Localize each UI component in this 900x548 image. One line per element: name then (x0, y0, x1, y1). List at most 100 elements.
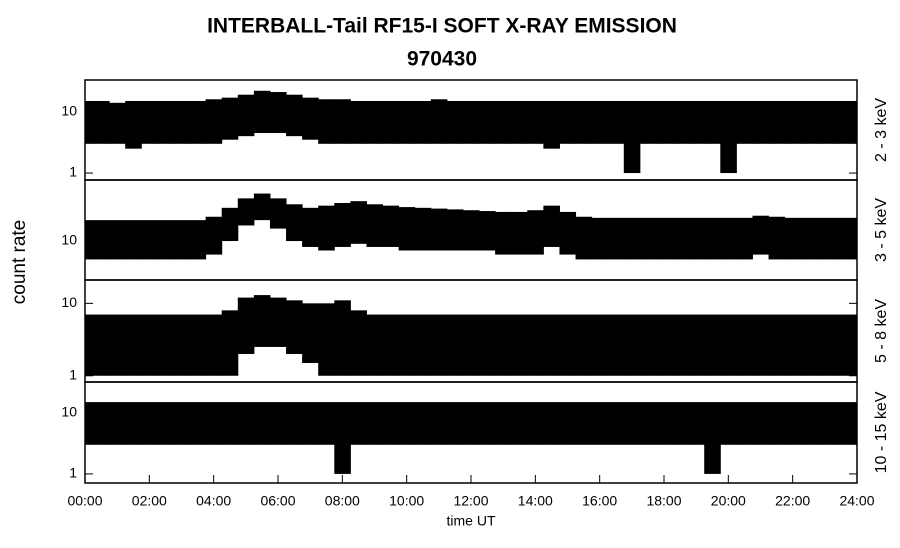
panel-data (85, 295, 857, 376)
range-bar (688, 314, 705, 376)
range-bar (704, 100, 721, 144)
range-bar (672, 100, 689, 144)
range-bar (479, 402, 496, 445)
range-bar (318, 99, 335, 144)
range-bar (543, 314, 560, 376)
range-bar (816, 314, 834, 376)
range-bar (768, 314, 786, 376)
range-bar (704, 314, 721, 376)
range-bar (704, 217, 721, 260)
range-bar (639, 217, 657, 260)
range-bar (125, 100, 142, 149)
range-bar (446, 402, 464, 445)
range-bar (575, 100, 593, 144)
range-bar (141, 402, 158, 445)
range-bar (334, 99, 351, 144)
range-bar (157, 314, 174, 376)
range-bar (688, 100, 705, 144)
range-bar (269, 402, 287, 445)
range-bar (462, 210, 480, 251)
range-bar (511, 100, 528, 144)
range-bar (752, 215, 770, 255)
range-bar (495, 211, 512, 255)
range-bar (318, 303, 335, 376)
range-bar (430, 314, 448, 376)
range-bar (398, 207, 416, 251)
range-bar (173, 220, 191, 260)
range-bar (559, 314, 577, 376)
range-bar (269, 297, 287, 347)
range-bar (768, 402, 786, 445)
x-tick-label: 24:00 (839, 493, 874, 509)
x-tick-label: 14:00 (518, 493, 553, 509)
panel-label: 10 - 15 keV (873, 391, 890, 473)
range-bar (221, 310, 239, 376)
x-tick-label: 20:00 (711, 493, 746, 509)
range-bar (382, 402, 400, 445)
range-bar (607, 314, 625, 376)
range-bar (736, 100, 753, 144)
range-bar (382, 314, 400, 376)
range-bar (623, 217, 641, 260)
y-tick-label: 1 (69, 465, 77, 481)
range-bar (237, 402, 255, 445)
range-bar (189, 100, 207, 144)
range-bar (639, 314, 657, 376)
range-bar (366, 204, 384, 247)
y-tick-label: 1 (69, 164, 77, 180)
range-bar (655, 314, 673, 376)
range-bar (221, 97, 239, 140)
range-bar (446, 100, 464, 144)
range-bar (253, 90, 271, 134)
range-bar (672, 217, 689, 260)
x-tick-label: 16:00 (582, 493, 617, 509)
range-bar (430, 208, 448, 251)
range-bar (205, 99, 223, 144)
range-bar (430, 402, 448, 445)
range-bar (221, 402, 239, 445)
y-axis-label: count rate (9, 220, 30, 305)
range-bar (414, 100, 432, 144)
range-bar (85, 220, 94, 260)
range-bar (350, 310, 367, 376)
range-bar (446, 209, 464, 251)
range-bar (672, 314, 689, 376)
range-bar (85, 100, 94, 144)
range-bar (527, 210, 544, 255)
range-bar (109, 314, 126, 376)
panel-label: 5 - 8 keV (873, 299, 890, 363)
range-bar (543, 205, 560, 247)
range-bar (189, 220, 207, 260)
range-bar (736, 314, 753, 376)
range-bar (800, 100, 818, 144)
range-bar (527, 100, 544, 144)
panel-data (85, 193, 857, 260)
range-bar (141, 100, 158, 144)
range-bar (414, 402, 432, 445)
range-bar (591, 402, 609, 445)
range-bar (237, 297, 255, 354)
range-bar (141, 314, 158, 376)
range-bar (511, 211, 528, 255)
range-bar (752, 100, 770, 144)
range-bar (253, 402, 271, 445)
range-bar (832, 314, 850, 376)
range-bar (848, 217, 857, 260)
range-bar (655, 402, 673, 445)
range-bar (93, 402, 110, 445)
x-tick-label: 08:00 (325, 493, 360, 509)
range-bar (462, 314, 480, 376)
y-tick-label: 10 (61, 102, 77, 118)
range-bar (559, 402, 577, 445)
range-bar (334, 202, 351, 247)
x-tick-label: 18:00 (646, 493, 681, 509)
range-bar (575, 216, 593, 260)
range-bar (173, 314, 191, 376)
range-bar (736, 402, 753, 445)
range-bar (93, 220, 110, 260)
range-bar (302, 303, 319, 364)
range-bar (848, 314, 857, 376)
range-bar (527, 402, 544, 445)
x-tick-label: 00:00 (67, 493, 102, 509)
